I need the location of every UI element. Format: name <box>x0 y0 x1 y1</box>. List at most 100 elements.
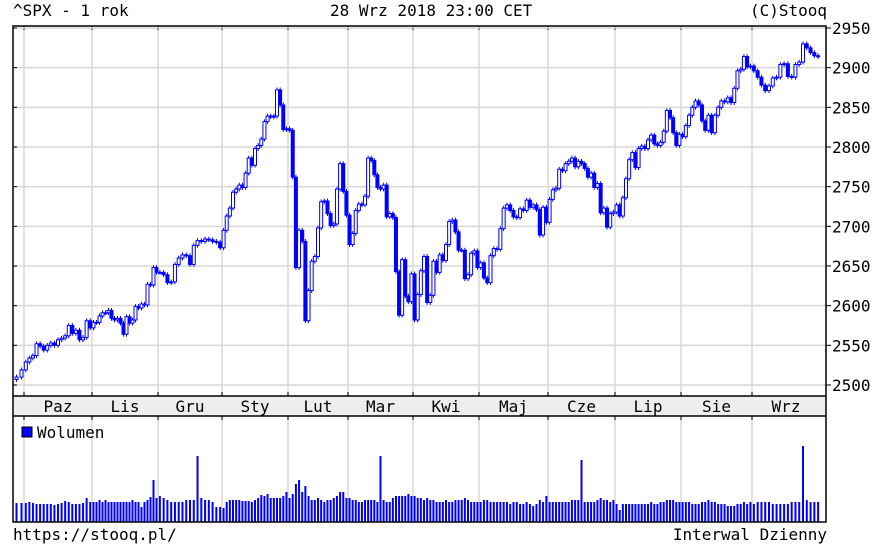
candle-body <box>735 70 740 89</box>
candle-body <box>325 200 330 215</box>
candle-body <box>63 335 68 339</box>
source-url[interactable]: https://stooq.pl/ <box>13 525 177 544</box>
volume-bar <box>809 502 812 522</box>
volume-bar <box>681 502 684 522</box>
volume-bar <box>307 496 310 522</box>
volume-bar <box>254 500 256 522</box>
volume-bar <box>704 502 707 522</box>
candle-body <box>27 357 32 363</box>
candle-body <box>544 206 549 223</box>
candle-body <box>59 337 64 341</box>
volume-bar <box>370 500 373 522</box>
candle-body <box>224 215 229 231</box>
volume-bar <box>460 500 463 522</box>
volume-bar <box>606 500 609 522</box>
candle-body <box>608 213 613 228</box>
candle-body <box>387 213 392 218</box>
volume-bar <box>35 504 38 522</box>
candle-body <box>97 315 102 323</box>
candle-body <box>481 262 486 279</box>
volume-bar <box>525 502 528 522</box>
month-label: Paz <box>44 397 73 416</box>
candle-body <box>287 128 292 131</box>
volume-bar <box>263 496 266 522</box>
volume-bar <box>24 503 27 522</box>
candle-body <box>184 254 189 257</box>
candle-body <box>547 198 552 223</box>
volume-bar <box>542 502 545 522</box>
candle-body <box>770 77 775 87</box>
candle-body <box>755 70 760 78</box>
candle-body <box>188 255 192 265</box>
candle-body <box>203 238 208 242</box>
candle-body <box>582 163 587 169</box>
candle-body <box>356 203 361 211</box>
candle-body <box>466 274 470 280</box>
candle-body <box>381 184 386 190</box>
volume-bar <box>326 500 329 522</box>
volume-bar <box>140 507 143 522</box>
volume-bar <box>78 504 81 522</box>
candle-body <box>709 114 714 134</box>
volume-bar <box>482 500 485 522</box>
candle-body <box>191 244 196 265</box>
candle-body <box>560 168 565 172</box>
volume-bar <box>713 502 716 522</box>
candle-body <box>437 254 442 273</box>
volume-bar <box>448 502 451 522</box>
chart-title: ^SPX - 1 rok <box>13 1 129 20</box>
volume-bar <box>116 502 119 522</box>
candle-body <box>518 208 523 219</box>
volume-bar <box>304 486 307 522</box>
volume-bar <box>615 504 618 522</box>
candle-body <box>668 110 672 119</box>
candle-body <box>214 240 219 243</box>
month-label: Lut <box>304 397 333 416</box>
volume-bar <box>640 504 643 522</box>
volume-bar <box>46 504 49 522</box>
volume-bar <box>232 500 234 522</box>
candle-body <box>658 141 663 146</box>
volume-bar <box>697 504 700 522</box>
candle-body <box>243 172 248 188</box>
candle-body <box>511 209 516 218</box>
candle-body <box>550 189 555 200</box>
volume-bar <box>574 500 577 522</box>
candle-body <box>52 342 57 346</box>
volume-bar <box>726 506 729 522</box>
volume-bar <box>241 501 244 522</box>
candle-body <box>34 343 39 357</box>
volume-bar <box>401 496 404 522</box>
volume-bar <box>228 500 231 522</box>
candle-body <box>14 376 19 380</box>
candle-body <box>498 228 503 250</box>
y-tick-label: 2700 <box>832 217 871 236</box>
volume-bar <box>441 502 444 522</box>
y-tick-label: 2750 <box>832 178 871 197</box>
volume-bar <box>143 502 146 522</box>
volume-bar <box>659 502 662 522</box>
volume-bar <box>57 504 59 522</box>
candle-body <box>180 254 185 259</box>
candle-body <box>253 148 257 166</box>
volume-bar <box>457 500 460 522</box>
candle-body <box>341 163 346 192</box>
volume-bar <box>152 480 155 522</box>
candle-body <box>231 191 235 209</box>
candle-body <box>434 260 439 273</box>
volume-bar <box>345 498 348 522</box>
candle-body <box>633 152 638 169</box>
candle-body <box>19 369 24 378</box>
candle-body <box>378 186 383 190</box>
candle-body <box>88 320 93 329</box>
candle-body <box>353 209 358 234</box>
volume-bar <box>276 498 278 522</box>
candle-body <box>595 182 600 188</box>
volume-bar <box>128 502 131 522</box>
volume-bar <box>323 502 326 522</box>
candle-body <box>91 321 96 329</box>
candle-body <box>390 213 395 219</box>
volume-bar <box>332 498 335 522</box>
volume-bar <box>298 480 301 522</box>
volume-bar <box>612 500 615 522</box>
